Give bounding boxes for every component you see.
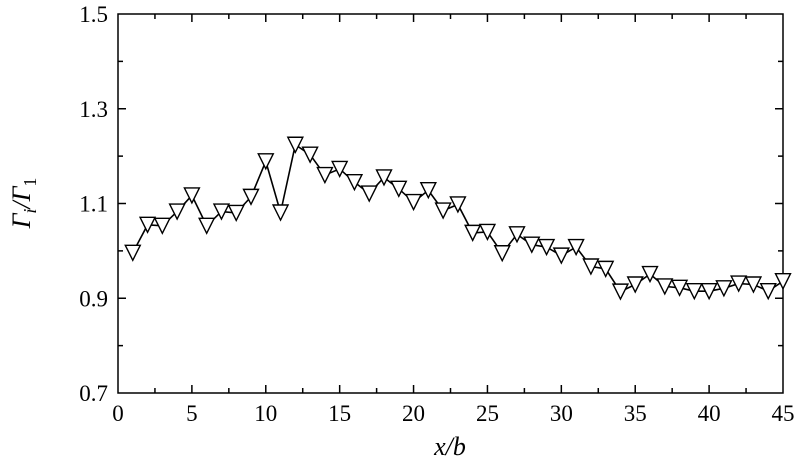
data-point-marker (271, 204, 290, 222)
data-point-marker (301, 146, 319, 164)
data-point-marker (153, 217, 171, 235)
data-point-marker (360, 185, 378, 203)
svg-text:Γi/Γ1: Γi/Γ1 (7, 178, 40, 230)
y-axis-title-sub2: 1 (20, 178, 40, 187)
x-tick-label: 40 (698, 401, 721, 426)
data-point-marker (404, 193, 423, 212)
data-point-marker (375, 169, 393, 187)
y-tick-label: 1.1 (79, 192, 108, 217)
data-point-marker (641, 265, 659, 284)
data-point-marker (523, 236, 541, 254)
data-point-marker (759, 282, 777, 301)
data-point-marker (685, 282, 703, 301)
data-point-marker (390, 180, 408, 198)
data-point-marker (744, 276, 763, 294)
data-point-marker (138, 216, 157, 234)
y-tick-label: 0.9 (79, 286, 108, 311)
data-point-marker (286, 136, 304, 154)
x-tick-label: 30 (550, 401, 573, 426)
data-point-marker (552, 247, 570, 265)
data-point-marker (670, 279, 689, 297)
data-point-marker (537, 238, 556, 257)
data-point-marker (331, 160, 349, 178)
data-point-marker (508, 226, 526, 244)
x-tick-label: 25 (476, 401, 499, 426)
data-point-marker (316, 166, 334, 185)
y-axis-title-sep: / (7, 199, 36, 211)
data-point-marker (700, 282, 718, 301)
y-axis-title: Γi/Γ1 (7, 178, 40, 230)
y-tick-label: 1.3 (79, 97, 108, 122)
data-point-marker (774, 272, 792, 291)
data-point-marker (449, 196, 467, 214)
data-point-marker (478, 223, 497, 241)
data-point-marker (493, 245, 511, 263)
data-point-marker (715, 280, 733, 298)
data-point-marker (124, 244, 142, 262)
x-tick-label: 35 (624, 401, 647, 426)
data-series (124, 136, 792, 301)
data-point-marker (345, 173, 364, 192)
data-point-marker (730, 275, 748, 293)
tick-labels: 0 5 10 15 20 25 30 35 40 45 0.7 0.9 1.1 1.3 1.5 (79, 2, 794, 426)
data-point-marker (168, 203, 186, 221)
data-point-marker (419, 182, 437, 200)
data-point-marker (582, 258, 600, 276)
data-point-marker (227, 204, 245, 223)
axis-ticks (118, 14, 783, 393)
data-point-marker (212, 203, 231, 221)
x-tick-label: 45 (772, 401, 795, 426)
y-axis-title-main2: Γ (7, 185, 36, 202)
x-tick-label: 10 (254, 401, 277, 426)
y-tick-label: 1.5 (79, 2, 108, 27)
data-point-marker (434, 202, 452, 220)
data-point-marker (567, 238, 585, 257)
x-tick-label: 5 (186, 401, 198, 426)
data-point-marker (257, 153, 275, 171)
x-tick-label: 20 (402, 401, 425, 426)
data-point-marker (656, 278, 674, 296)
data-point-marker (242, 188, 260, 206)
y-axis-title-main: Γ (7, 212, 36, 229)
data-point-marker (198, 217, 216, 235)
x-tick-label: 15 (328, 401, 351, 426)
data-point-marker (611, 283, 630, 301)
series-line (132, 143, 784, 293)
x-tick-label: 0 (112, 401, 124, 426)
data-point-marker (597, 260, 615, 278)
data-point-marker (183, 187, 201, 205)
x-axis-title: x/b (433, 432, 466, 461)
y-tick-label: 0.7 (79, 381, 108, 406)
data-point-marker (626, 276, 644, 294)
y-axis-title-sub: i (20, 209, 40, 214)
data-point-marker (464, 224, 482, 242)
